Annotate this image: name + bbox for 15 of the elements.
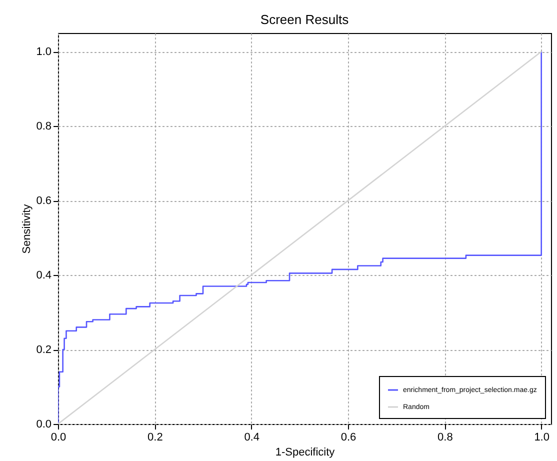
x-axis-title: 1-Specificity xyxy=(275,446,336,458)
y-tick-label: 0.2 xyxy=(36,344,52,356)
x-tick-label: 0.6 xyxy=(340,432,356,444)
y-tick-label: 0.6 xyxy=(36,195,52,208)
x-tick-label: 1.0 xyxy=(534,432,550,444)
x-tick-label: 0.2 xyxy=(148,432,163,444)
y-tick-label: 1.0 xyxy=(36,46,52,58)
y-tick-label: 0.0 xyxy=(36,418,52,430)
x-tick-label: 0.4 xyxy=(244,432,260,444)
chart-title: Screen Results xyxy=(260,12,350,27)
y-tick-label: 0.4 xyxy=(36,270,52,282)
x-tick-label: 0.8 xyxy=(438,432,453,444)
y-tick-label: 0.8 xyxy=(36,120,52,133)
x-tick-label: 0.0 xyxy=(50,432,66,444)
y-axis-title: Sensitivity xyxy=(21,204,34,254)
